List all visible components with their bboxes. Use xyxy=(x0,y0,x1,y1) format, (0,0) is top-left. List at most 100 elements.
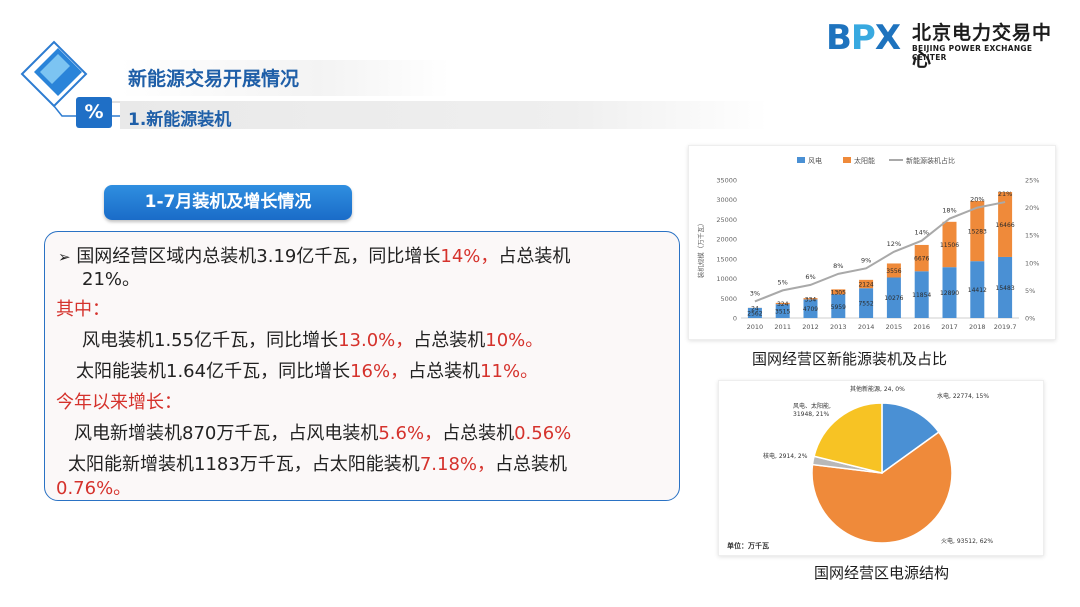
diamond-highlight xyxy=(40,54,70,84)
bar-wind xyxy=(970,261,985,318)
logo-mark: BPX xyxy=(826,18,901,58)
bar-wind xyxy=(914,271,929,318)
logo-name-en: BEIJING POWER EXCHANGE CENTER xyxy=(912,44,1033,62)
wind-data-label: 2562 xyxy=(747,310,762,317)
solar-new-line-cont: 0.76%。 xyxy=(56,478,132,499)
y-tick-label: 15000 xyxy=(716,255,737,263)
y2-tick-label: 0% xyxy=(1025,315,1035,323)
legend-label-0: 风电 xyxy=(808,156,822,165)
wind-data-label: 12890 xyxy=(940,290,959,297)
x-tick-label: 2013 xyxy=(830,323,847,331)
y2-tick-label: 20% xyxy=(1025,204,1039,212)
bar-wind xyxy=(831,294,846,318)
bar-wind xyxy=(775,304,790,318)
bar-solar xyxy=(942,221,957,268)
wind-data-label: 11854 xyxy=(912,292,931,299)
y-tick-label: 10000 xyxy=(716,275,737,283)
x-tick-label: 2019.7 xyxy=(994,323,1017,331)
bar-solar xyxy=(914,244,929,272)
bar-wind xyxy=(886,277,901,318)
bar-solar xyxy=(970,200,985,262)
x-tick-label: 2015 xyxy=(886,323,903,331)
share-data-label: 20% xyxy=(970,196,984,204)
pie-chart: 水电, 22774, 15% 火电, 93512, 62% 核电, 2914, 2%… xyxy=(727,385,993,550)
solar-data-label: 1305 xyxy=(831,289,846,296)
x-tick-label: 2011 xyxy=(774,323,791,331)
y2-tick-label: 10% xyxy=(1025,259,1039,267)
company-logo: BPX 北京电力交易中心 BEIJING POWER EXCHANGE CENT… xyxy=(826,16,1066,71)
share-data-label: 18% xyxy=(942,207,956,215)
pie-unit-label: 单位：万千瓦 xyxy=(727,541,769,550)
x-tick-label: 2016 xyxy=(913,323,930,331)
solar-data-label: 2124 xyxy=(858,282,873,289)
y-tick-label: 5000 xyxy=(720,295,737,303)
page-subtitle: 1.新能源装机 xyxy=(128,110,232,130)
solar-data-label: 11506 xyxy=(940,242,959,249)
solar-data-label: 16466 xyxy=(996,222,1015,229)
wind-new-line: 风电新增装机870万千瓦，占风电装机5.6%，占总装机0.56% xyxy=(74,423,572,444)
bar-chart-card: 风电 太阳能 新能源装机占比 0 5000 10000 15000 20000 25000 300… xyxy=(688,145,1056,340)
pie-slice xyxy=(811,431,953,544)
bar-solar xyxy=(859,279,874,289)
wind-data-label: 5959 xyxy=(831,304,846,311)
y-tick-label: 25000 xyxy=(716,216,737,224)
pie-slice-label: 火电, 93512, 62% xyxy=(941,537,993,545)
outline-diamond xyxy=(20,40,88,108)
wind-data-label: 15483 xyxy=(996,285,1015,292)
logo-name-cn: 北京电力交易中心 xyxy=(912,22,1053,71)
solar-data-label: 24 xyxy=(751,305,759,312)
wind-data-label: 7552 xyxy=(858,301,873,308)
pie-slice-label: 风电、太阳能, xyxy=(793,402,831,410)
x-tick-label: 2010 xyxy=(747,323,764,331)
bar-wind xyxy=(747,307,762,318)
solar-data-label: 3556 xyxy=(886,268,901,275)
bullet-icon: ➢ xyxy=(58,248,71,266)
pie-slice-label: 其他新能源, 24, 0% xyxy=(850,385,905,393)
solar-data-label: 15283 xyxy=(968,229,987,236)
share-data-label: 3% xyxy=(750,289,760,297)
bar-chart: 风电 太阳能 新能源装机占比 0 5000 10000 15000 20000 25000 300… xyxy=(696,156,1039,331)
share-data-label: 9% xyxy=(861,256,871,264)
solar-new-line: 太阳能新增装机1183万千瓦，占太阳能装机7.18%，占总装机 xyxy=(68,454,567,475)
subtitle-bar xyxy=(120,101,768,129)
x-tick-label: 2012 xyxy=(802,323,819,331)
pie-slice xyxy=(813,402,883,474)
y-tick-label: 30000 xyxy=(716,196,737,204)
solar-data-label: 324 xyxy=(777,301,789,308)
share-data-label: 14% xyxy=(914,229,928,237)
pie-slice-label: 水电, 22774, 15% xyxy=(937,392,989,400)
y2-tick-label: 5% xyxy=(1025,287,1035,295)
wind-line: 风电装机1.55亿千瓦，同比增长13.0%，占总装机10%。 xyxy=(82,330,544,351)
legend-label-1: 太阳能 xyxy=(854,156,875,165)
bar-wind xyxy=(942,267,957,318)
legend-line-label: 新能源装机占比 xyxy=(906,156,955,165)
wind-data-label: 4709 xyxy=(803,306,818,313)
pie-slice xyxy=(881,402,940,475)
share-data-label: 5% xyxy=(778,278,788,286)
share-line xyxy=(754,201,1006,303)
y-tick-label: 0 xyxy=(733,315,737,323)
solar-data-label: 6676 xyxy=(914,256,929,263)
section-pill: 1-7月装机及增长情况 xyxy=(104,185,352,220)
legend-swatch-0 xyxy=(797,157,805,163)
share-data-label: 12% xyxy=(887,240,901,248)
share-data-label: 21% xyxy=(998,190,1012,198)
solar-line: 太阳能装机1.64亿千瓦，同比增长16%，占总装机11%。 xyxy=(76,361,539,382)
wind-data-label: 3515 xyxy=(775,309,790,316)
heading-among: 其中： xyxy=(56,299,110,320)
x-tick-label: 2018 xyxy=(969,323,986,331)
pie-slice-label: 核电, 2914, 2% xyxy=(763,452,808,460)
x-tick-label: 2014 xyxy=(858,323,875,331)
percent-badge: % xyxy=(76,97,112,128)
page-title: 新能源交易开展情况 xyxy=(128,68,300,90)
x-tick-label: 2017 xyxy=(941,323,958,331)
bar-solar xyxy=(998,192,1013,257)
solar-data-label: 334 xyxy=(805,296,817,303)
bar-chart-caption: 国网经营区新能源装机及占比 xyxy=(752,350,948,368)
legend-swatch-1 xyxy=(843,157,851,163)
bar-wind xyxy=(859,288,874,318)
pie-slice-label-cont: 31948, 21% xyxy=(793,411,830,418)
content-box xyxy=(44,231,680,501)
wind-data-label: 14412 xyxy=(968,287,987,294)
bar-legend: 风电 太阳能 新能源装机占比 xyxy=(797,156,955,165)
